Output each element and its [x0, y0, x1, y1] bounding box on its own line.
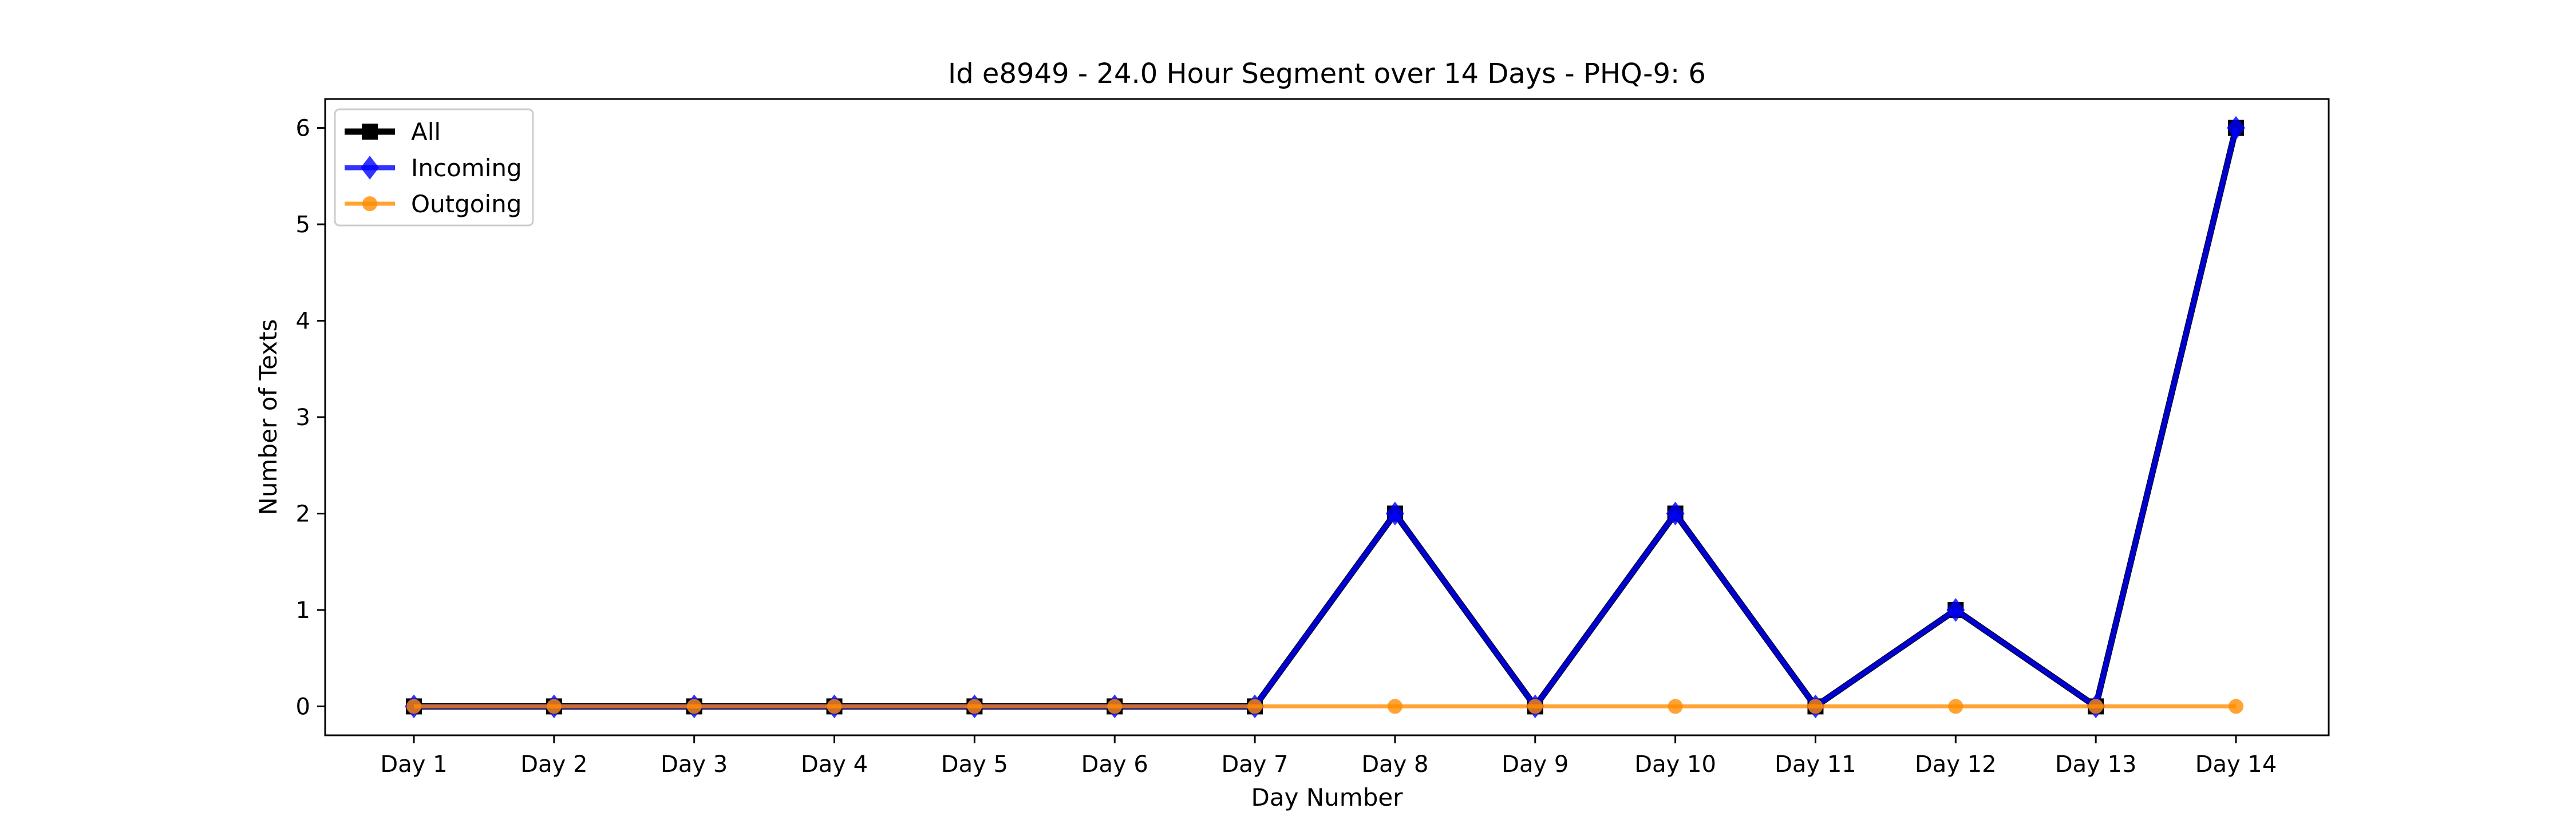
chart-title: Id e8949 - 24.0 Hour Segment over 14 Day…	[948, 58, 1706, 90]
x-tick-label: Day 10	[1634, 751, 1716, 778]
data-point-outgoing	[1668, 699, 1683, 714]
legend-box	[334, 108, 534, 227]
data-point-outgoing	[686, 699, 702, 714]
x-tick-label: Day 14	[2195, 751, 2277, 778]
data-point-outgoing	[2229, 699, 2243, 714]
legend-label: Incoming	[411, 154, 522, 182]
data-point-outgoing	[827, 699, 842, 714]
y-tick-label: 0	[296, 694, 310, 720]
x-tick-label: Day 11	[1775, 751, 1856, 778]
x-axis-label: Day Number	[1251, 783, 1403, 811]
data-point-outgoing	[546, 699, 562, 714]
legend-label: Outgoing	[411, 190, 521, 218]
x-tick-label: Day 5	[941, 751, 1008, 778]
y-tick-label: 6	[296, 116, 310, 142]
data-point-outgoing	[2088, 699, 2104, 714]
legend-marker	[361, 156, 379, 180]
x-tick-label: Day 7	[1221, 751, 1288, 778]
legend-label: All	[411, 118, 441, 146]
data-point-incoming	[1946, 598, 1965, 622]
x-tick-label: Day 9	[1502, 751, 1568, 778]
x-tick-label: Day 3	[661, 751, 728, 778]
series-all	[406, 120, 2244, 715]
plot-frame	[324, 98, 2330, 736]
y-tick-label: 4	[296, 308, 310, 335]
y-axis-label: Number of Texts	[254, 319, 282, 516]
x-tick-label: Day 13	[2055, 751, 2137, 778]
y-tick-label: 1	[296, 597, 310, 624]
data-point-outgoing	[1948, 699, 1963, 714]
series-line-incoming	[414, 127, 2239, 711]
data-point-incoming	[2227, 116, 2245, 140]
data-point-outgoing	[1387, 699, 1402, 714]
data-point-outgoing	[1247, 699, 1263, 714]
data-point-incoming	[1385, 501, 1404, 526]
data-point-outgoing	[967, 699, 982, 714]
y-tick-label: 5	[296, 212, 310, 238]
legend-marker	[362, 196, 377, 211]
y-tick-label: 3	[296, 405, 310, 431]
x-tick-label: Day 1	[380, 751, 447, 778]
data-point-outgoing	[1808, 699, 1823, 714]
series-incoming	[405, 116, 2245, 719]
data-point-incoming	[1666, 501, 1685, 526]
legend-marker	[362, 124, 378, 140]
series-outgoing	[406, 699, 2243, 714]
x-tick-label: Day 6	[1081, 751, 1148, 778]
series-line-all	[414, 127, 2239, 712]
legend: All Incoming Outgoing	[334, 108, 534, 227]
x-tick-label: Day 4	[801, 751, 868, 778]
x-tick-label: Day 12	[1915, 751, 1997, 778]
x-tick-label: Day 8	[1361, 751, 1428, 778]
data-point-outgoing	[406, 699, 421, 714]
x-tick-label: Day 2	[520, 751, 587, 778]
data-point-outgoing	[1107, 699, 1123, 714]
data-point-outgoing	[1527, 699, 1543, 714]
y-tick-label: 2	[296, 501, 310, 527]
